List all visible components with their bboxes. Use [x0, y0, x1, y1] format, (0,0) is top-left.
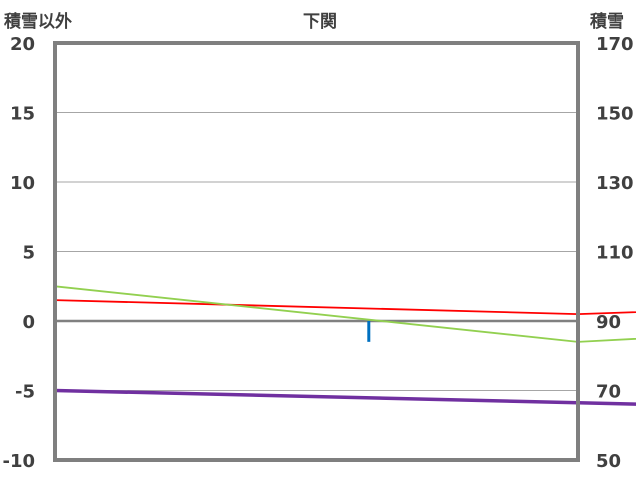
bar-mark — [367, 321, 371, 342]
y-left-tick: -5 — [15, 382, 35, 403]
y-right-label: 積雪 — [590, 11, 624, 32]
tick-layer: 20151050-5-10170150130110907050121518212… — [2, 34, 634, 472]
y-left-tick: 5 — [22, 243, 35, 264]
line-layer — [54, 285, 636, 406]
y-left-tick: 0 — [22, 312, 35, 333]
y-left-tick: 20 — [10, 34, 35, 55]
y-right-tick: 50 — [596, 451, 621, 472]
y-right-tick: 150 — [596, 104, 634, 125]
chart-title: 下関 — [303, 12, 337, 32]
y-left-tick: -10 — [2, 451, 35, 472]
y-right-tick: 90 — [596, 312, 621, 333]
plot-frame — [53, 41, 580, 462]
y-left-tick: 15 — [10, 104, 35, 125]
series-line-2 — [54, 285, 636, 343]
series-line-1 — [54, 299, 636, 316]
y-right-tick: 70 — [596, 382, 621, 403]
y-right-tick: 130 — [596, 173, 634, 194]
grid-layer — [55, 43, 579, 460]
bar-layer — [367, 321, 371, 342]
series-line-0 — [54, 388, 636, 406]
y-right-tick: 110 — [596, 243, 634, 264]
y-left-label: 積雪以外 — [4, 11, 72, 32]
y-left-tick: 10 — [10, 173, 35, 194]
y-right-tick: 170 — [596, 34, 634, 55]
